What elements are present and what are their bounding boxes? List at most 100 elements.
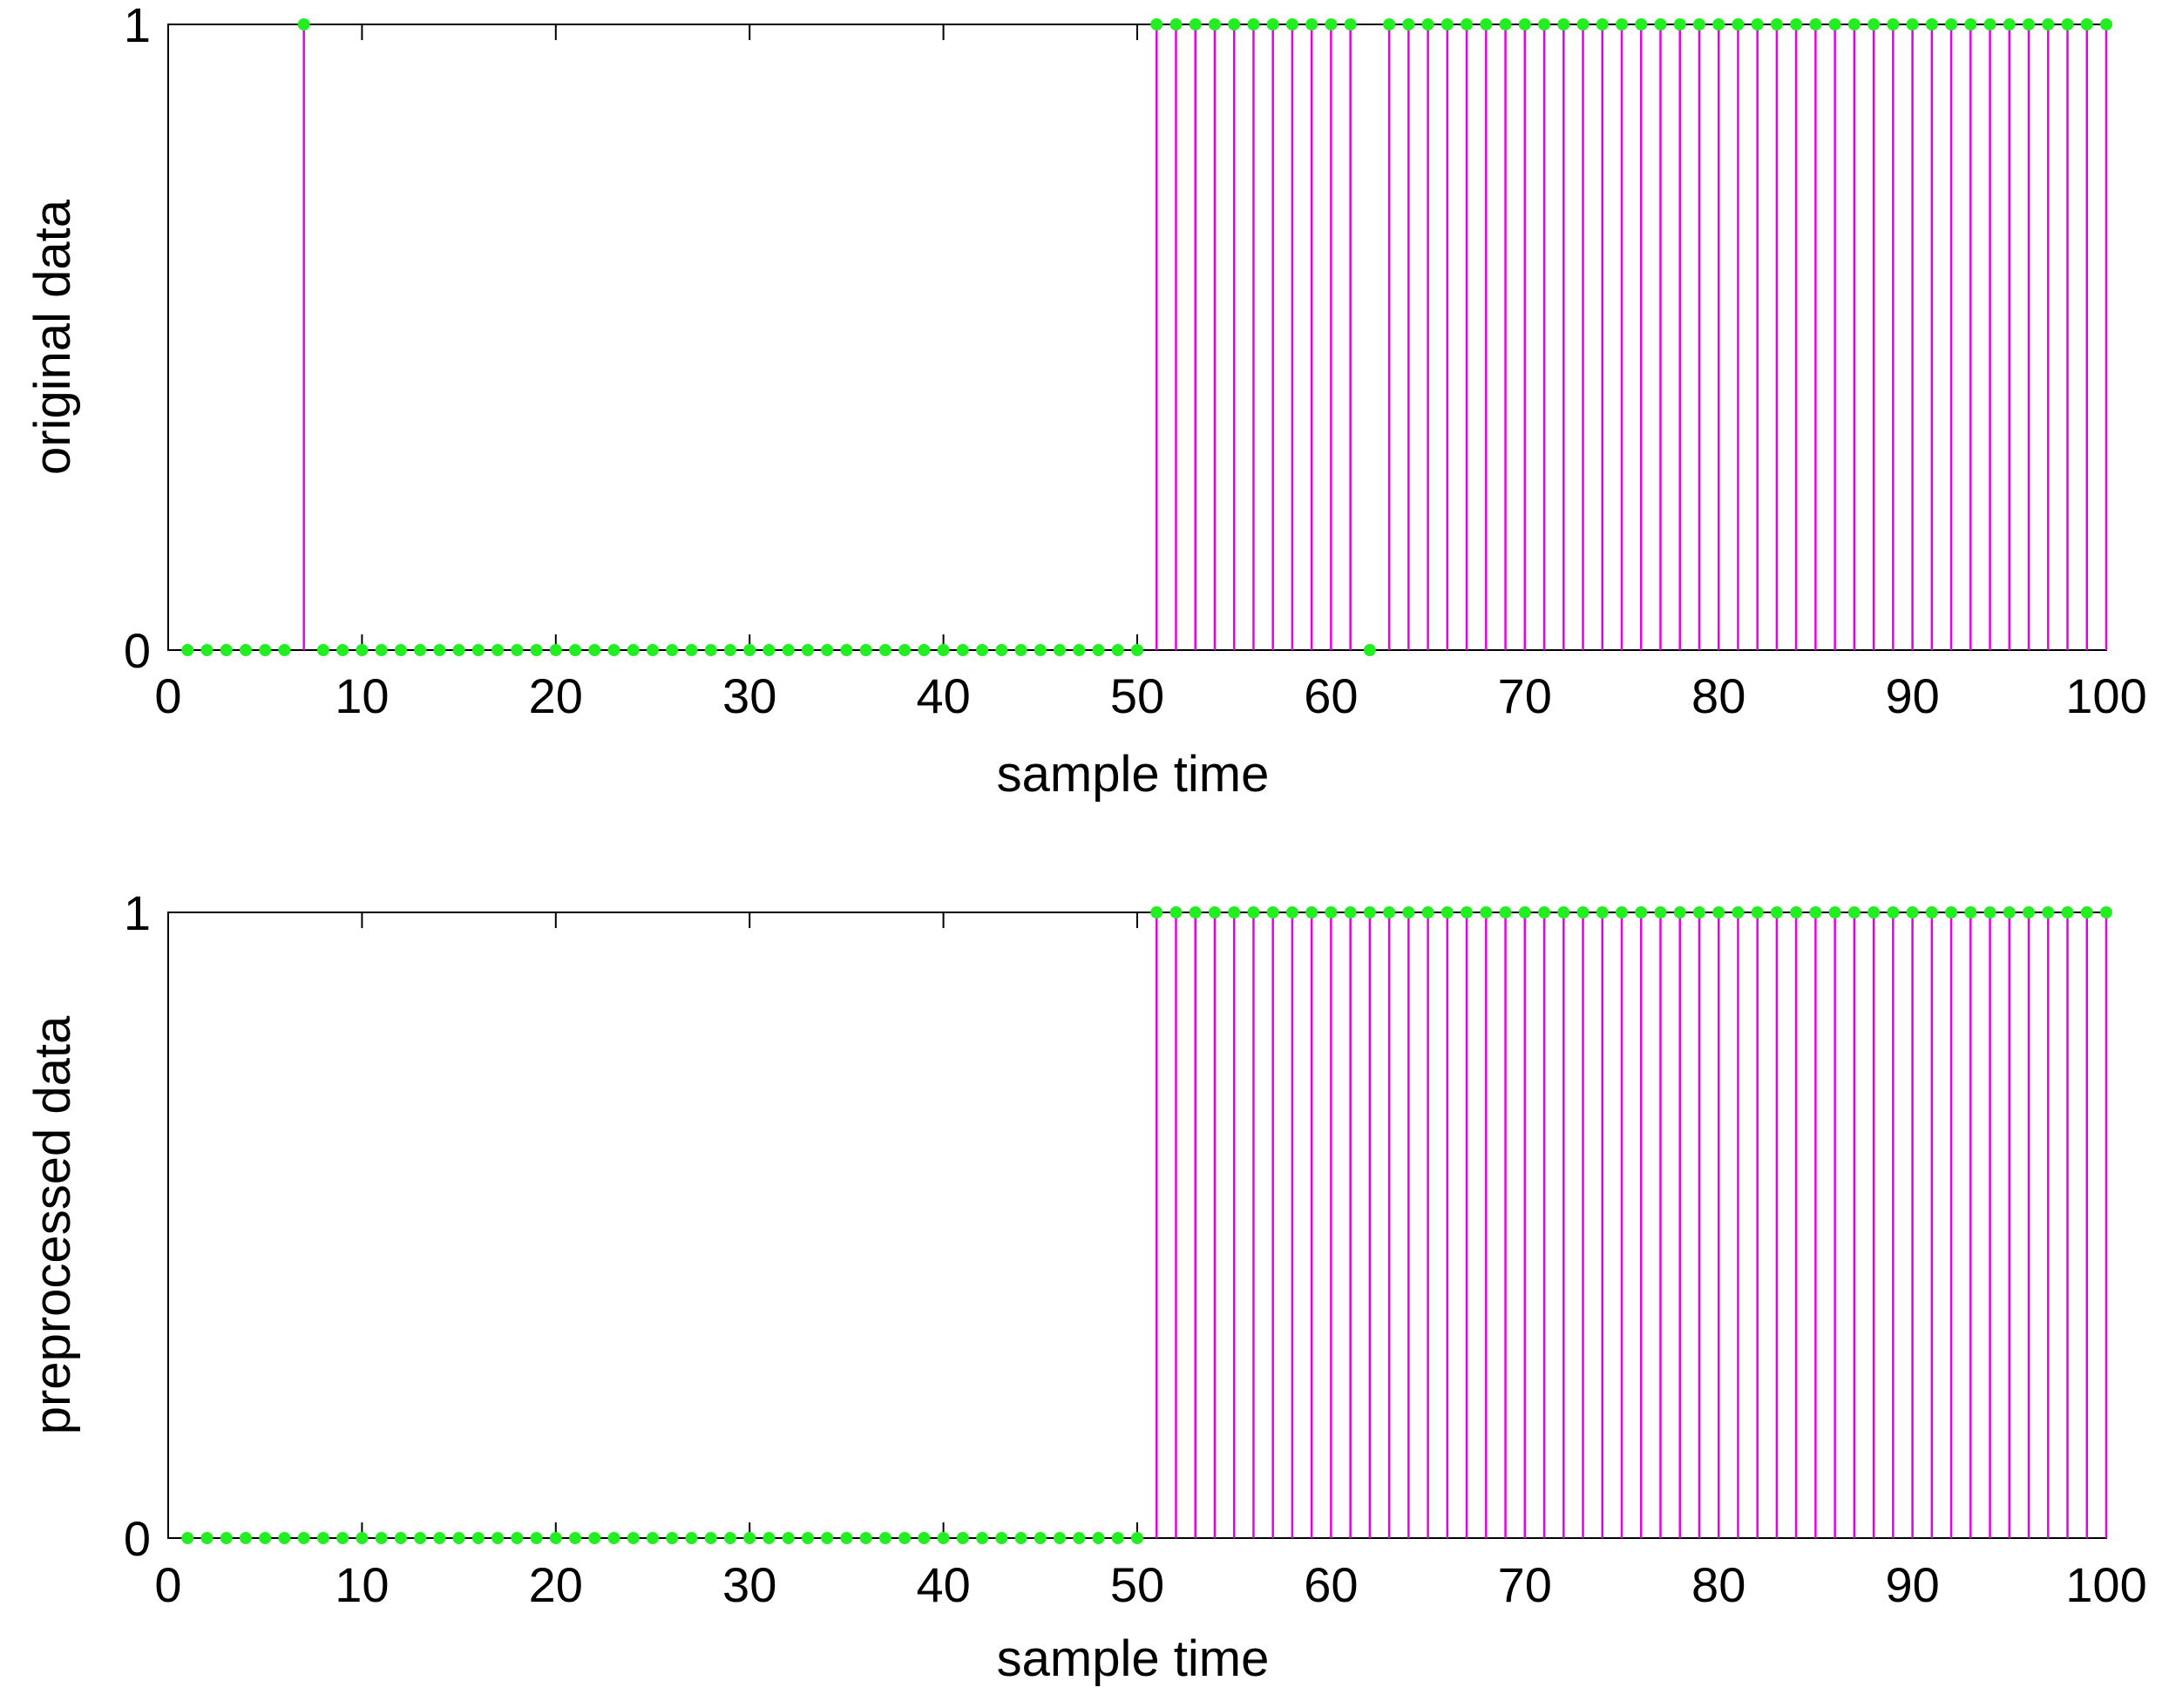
top-xtick-label: 10 <box>335 668 389 723</box>
top-xtick-label: 60 <box>1304 668 1358 723</box>
bottom-data-point <box>471 1532 485 1544</box>
top-data-point <box>1790 18 1803 30</box>
bottom-ytick-label: 0 <box>124 1511 151 1566</box>
top-data-point <box>452 644 465 656</box>
top-data-point <box>1266 18 1279 30</box>
top-data-point <box>976 644 989 656</box>
top-data-point <box>2080 18 2093 30</box>
bottom-data-point <box>1208 906 1221 918</box>
bottom-data-point <box>1073 1532 1086 1544</box>
top-data-point <box>1131 644 1143 656</box>
bottom-data-point <box>995 1532 1008 1544</box>
bottom-data-point <box>1285 906 1298 918</box>
bottom-data-point <box>1034 1532 1047 1544</box>
bottom-data-point <box>1111 1532 1124 1544</box>
top-data-point <box>1557 18 1570 30</box>
top-data-point <box>1964 18 1977 30</box>
bottom-xtick-label: 100 <box>2065 1557 2146 1612</box>
top-data-point <box>1983 18 1996 30</box>
top-xtick-label: 90 <box>1885 668 1939 723</box>
top-data-point <box>956 644 969 656</box>
top-data-point <box>1383 18 1396 30</box>
top-data-point <box>1402 18 1415 30</box>
bottom-data-point <box>259 1532 272 1544</box>
bottom-data-point <box>414 1532 427 1544</box>
bottom-data-point <box>1014 1532 1027 1544</box>
bottom-data-point <box>801 1532 814 1544</box>
top-data-point <box>200 644 214 656</box>
bottom-data-point <box>316 1532 329 1544</box>
top-data-point <box>588 644 601 656</box>
top-data-point <box>801 644 814 656</box>
top-data-point <box>1480 18 1493 30</box>
top-data-point <box>1305 18 1318 30</box>
bottom-data-point <box>1828 906 1841 918</box>
bottom-data-point <box>1945 906 1958 918</box>
top-data-point <box>1635 18 1648 30</box>
bottom-data-point <box>647 1532 659 1544</box>
top-data-point <box>666 644 679 656</box>
bottom-data-point <box>1790 906 1803 918</box>
top-data-point <box>1751 18 1764 30</box>
top-data-point <box>647 644 659 656</box>
top-data-point <box>394 644 407 656</box>
top-data-point <box>181 644 194 656</box>
bottom-data-point <box>859 1532 872 1544</box>
top-data-point <box>1518 18 1531 30</box>
bottom-data-point <box>685 1532 698 1544</box>
top-ytick-label: 0 <box>124 623 151 678</box>
bottom-xtick-label: 70 <box>1498 1557 1552 1612</box>
top-data-point <box>821 644 834 656</box>
top-data-point <box>878 644 891 656</box>
top-data-point <box>607 644 620 656</box>
top-subplot: original data sample time 0 10 20 30 40 50 60 7… <box>24 0 2147 803</box>
bottom-xtick-label: 0 <box>154 1557 181 1612</box>
top-data-point <box>2042 18 2055 30</box>
bottom-data-point <box>1887 906 1900 918</box>
bottom-data-point <box>1983 906 1996 918</box>
bottom-data-point <box>1461 906 1474 918</box>
bottom-data-point <box>220 1532 233 1544</box>
bottom-data-point <box>1692 906 1705 918</box>
bottom-data-point <box>588 1532 601 1544</box>
bottom-data-point <box>1867 906 1881 918</box>
bottom-data-point <box>976 1532 989 1544</box>
top-data-point <box>259 644 272 656</box>
bottom-data-point <box>356 1532 369 1544</box>
bottom-data-point <box>1228 906 1241 918</box>
bottom-data-point <box>2061 906 2074 918</box>
top-data-point <box>763 644 776 656</box>
top-data-point <box>1285 18 1298 30</box>
top-data-point <box>1809 18 1822 30</box>
bottom-xtick-label: 40 <box>916 1557 970 1612</box>
top-data-point <box>2023 18 2036 30</box>
top-data-point <box>1111 644 1124 656</box>
top-data-point <box>1421 18 1434 30</box>
bottom-xtick-label: 90 <box>1885 1557 1939 1612</box>
top-data-point <box>1499 18 1512 30</box>
bottom-data-point <box>956 1532 969 1544</box>
bottom-data-point <box>1847 906 1861 918</box>
bottom-data-point <box>1305 906 1318 918</box>
top-data-point <box>782 644 795 656</box>
bottom-ytick-label: 1 <box>124 885 151 940</box>
top-data-point <box>2061 18 2074 30</box>
top-data-point <box>1034 644 1047 656</box>
bottom-data-point <box>607 1532 620 1544</box>
top-data-point <box>704 644 717 656</box>
bottom-data-point <box>1712 906 1725 918</box>
bottom-data-point <box>549 1532 562 1544</box>
top-data-point <box>278 644 291 656</box>
bottom-data-point <box>782 1532 795 1544</box>
bottom-data-point <box>1150 906 1163 918</box>
top-data-point <box>1673 18 1686 30</box>
bottom-data-point <box>278 1532 291 1544</box>
top-data-point <box>1692 18 1705 30</box>
bottom-data-point <box>2003 906 2016 918</box>
bottom-data-point <box>200 1532 214 1544</box>
top-xtick-label: 50 <box>1110 668 1164 723</box>
bottom-data-point <box>1809 906 1822 918</box>
top-data-point <box>1228 18 1241 30</box>
bottom-data-point <box>2080 906 2093 918</box>
top-data-point <box>549 644 562 656</box>
